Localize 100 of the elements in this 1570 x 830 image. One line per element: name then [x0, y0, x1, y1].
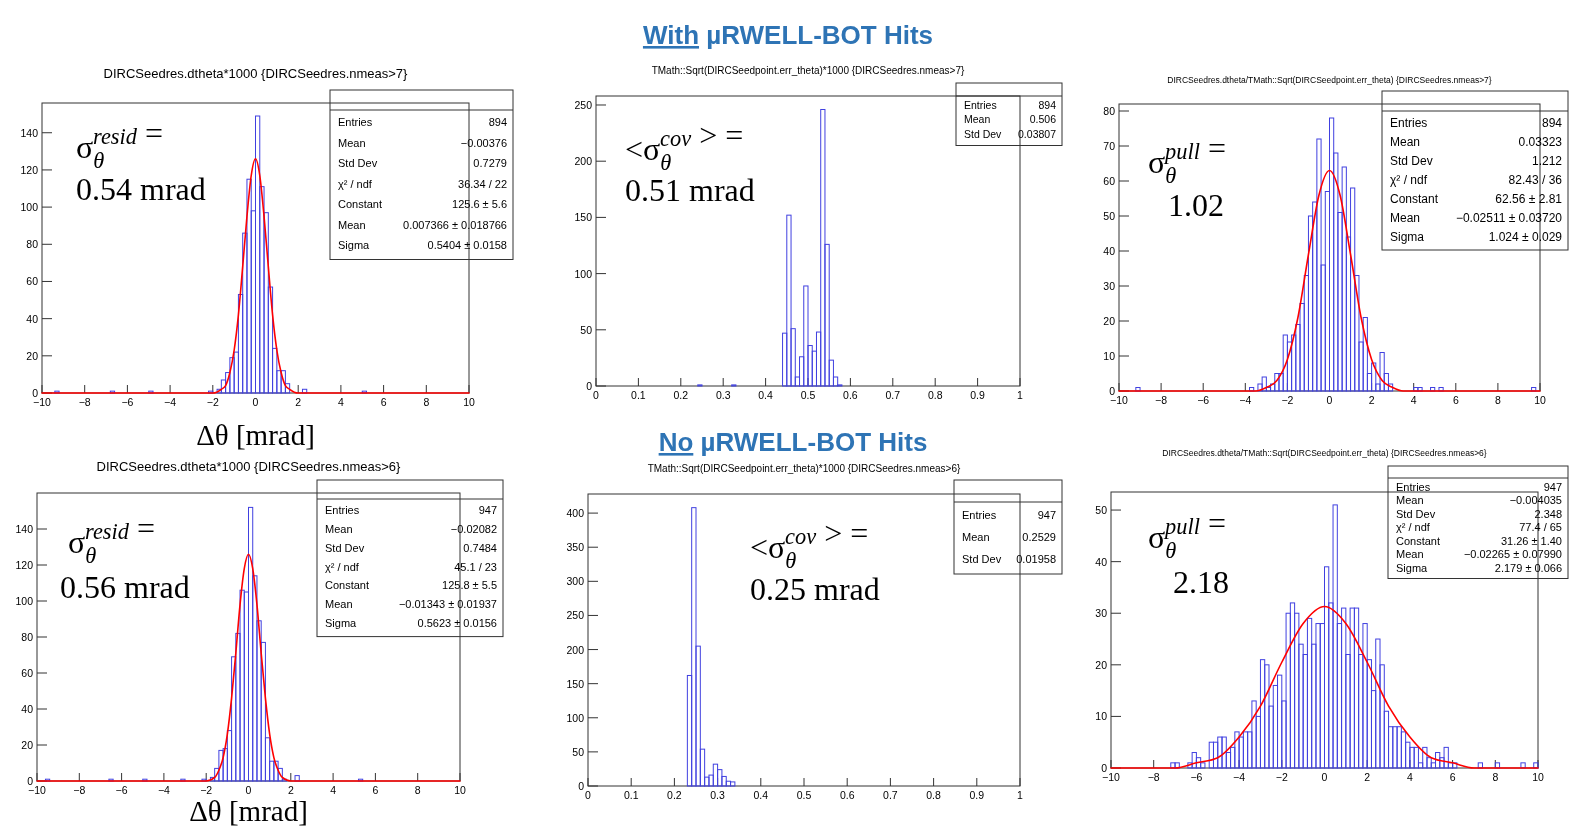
y-tick-label: 140 [20, 126, 39, 139]
x-tick-label: −8 [1147, 771, 1160, 783]
y-tick-label: 70 [1103, 140, 1116, 152]
x-tick-label: −6 [115, 784, 128, 796]
y-tick-label: 250 [566, 609, 585, 622]
x-tick-label: 0 [1321, 771, 1328, 783]
x-tick-label: −4 [157, 784, 171, 796]
text: Std Dev 0.01958 [962, 552, 1056, 565]
x-tick-label: 0.5 [796, 789, 812, 801]
chart-title: No µRWELL-BOT Hits [658, 427, 928, 457]
text: Entries 894 [964, 98, 1056, 111]
annotation: 0.51 mrad [625, 172, 755, 208]
text: Sigma 1.024 ± 0.029 [1390, 229, 1562, 244]
text: Mean −0.01343 ± 0.01937 [325, 598, 497, 611]
y-tick-label: 200 [574, 155, 593, 168]
y-tick-label: 0 [586, 380, 593, 392]
x-tick-label: −4 [1233, 771, 1246, 783]
chart-subtitle: TMath::Sqrt(DIRCSeedpoint.err_theta)*1000 {DIRCSeedres.nmeas>6} [647, 463, 961, 474]
annotation: 0.56 mrad [60, 569, 190, 605]
x-tick-label: −2 [206, 396, 219, 408]
annotation: 0.54 mrad [76, 171, 206, 207]
x-tick-label: 0.3 [715, 389, 731, 401]
x-axis-title: Δθ [mrad] [196, 419, 315, 451]
y-tick-label: 30 [1095, 607, 1108, 620]
x-tick-label: −10 [33, 396, 52, 408]
y-tick-label: 100 [574, 267, 593, 280]
chart-title: DIRCSeedres.dtheta*1000 {DIRCSeedres.nmeas>6} [96, 459, 402, 474]
x-tick-label: −4 [164, 396, 177, 408]
x-tick-label: 2 [287, 784, 294, 796]
x-tick-label: 6 [1452, 394, 1459, 406]
text: Sigma 0.5404 ± 0.0158 [338, 239, 507, 252]
text: Sigma 2.179 ± 0.066 [1396, 561, 1562, 574]
x-tick-label: −2 [1275, 771, 1288, 783]
y-tick-label: 150 [574, 211, 593, 224]
x-tick-label: 0.7 [885, 389, 901, 401]
text: Mean −0.02082 [325, 523, 497, 536]
x-tick-label: 10 [454, 784, 466, 796]
chart-subtitle: TMath::Sqrt(DIRCSeedpoint.err_theta)*1000 {DIRCSeedres.nmeas>7} [651, 65, 965, 76]
x-tick-label: 8 [414, 784, 421, 796]
text: Mean 0.506 [964, 113, 1056, 126]
x-tick-label: −6 [1197, 394, 1210, 406]
x-tick-label: 0 [252, 396, 259, 408]
x-tick-label: −10 [28, 784, 47, 796]
y-tick-label: 80 [26, 238, 39, 251]
text: χ² / ndf 45.1 / 23 [325, 560, 497, 573]
x-tick-label: −4 [1239, 394, 1252, 406]
x-tick-label: 0.6 [839, 789, 855, 801]
x-tick-label: 0.8 [927, 389, 943, 401]
x-tick-label: 2 [1368, 394, 1375, 406]
y-tick-label: 140 [15, 523, 34, 535]
text: χ² / ndf 82.43 / 36 [1390, 172, 1562, 187]
y-tick-label: 100 [566, 711, 585, 724]
x-tick-label: −10 [1110, 394, 1129, 406]
x-tick-label: 8 [423, 396, 430, 408]
y-tick-label: 100 [15, 595, 34, 607]
text: Constant 31.26 ± 1.40 [1396, 534, 1562, 547]
y-tick-label: 350 [566, 541, 585, 554]
text: Entries 947 [1396, 480, 1562, 493]
chart-title: DIRCSeedres.dtheta/TMath::Sqrt(DIRCSeedpoint.err_theta) {DIRCSeedres.nmeas>7} [1167, 75, 1492, 85]
x-tick-label: 8 [1492, 771, 1499, 783]
x-tick-label: 0.8 [926, 789, 942, 801]
x-tick-label: −8 [1155, 394, 1168, 406]
text: Constant 125.6 ± 5.6 [338, 198, 507, 211]
text: Mean 0.2529 [962, 530, 1056, 543]
x-tick-label: 4 [337, 396, 344, 408]
x-tick-label: 0.1 [623, 789, 639, 801]
x-tick-label: −2 [200, 784, 213, 796]
x-tick-label: −8 [73, 784, 86, 796]
x-tick-label: −6 [121, 396, 134, 408]
annotation: 2.18 [1173, 564, 1229, 600]
text: χ² / ndf 77.4 / 65 [1396, 521, 1562, 534]
x-axis-title: Δθ [mrad] [189, 795, 308, 827]
x-tick-label: −10 [1102, 771, 1121, 783]
text: Constant 62.56 ± 2.81 [1390, 191, 1562, 206]
y-tick-label: 10 [1103, 350, 1116, 362]
y-tick-label: 20 [26, 349, 39, 362]
x-tick-label: 6 [1449, 771, 1456, 783]
text: Entries 894 [338, 116, 507, 129]
y-tick-label: 40 [26, 312, 39, 325]
x-tick-label: 2 [1364, 771, 1371, 783]
y-tick-label: 50 [580, 323, 593, 336]
text: Mean 0.03323 [1390, 134, 1562, 149]
y-tick-label: 300 [566, 575, 585, 588]
y-tick-label: 50 [572, 745, 585, 758]
text: Entries 947 [325, 504, 497, 517]
y-tick-label: 20 [21, 739, 34, 751]
x-tick-label: −6 [1190, 771, 1203, 783]
text: χ² / ndf 36.34 / 22 [338, 177, 507, 190]
x-tick-label: 0.3 [710, 789, 726, 801]
y-tick-label: 250 [574, 98, 593, 111]
y-tick-label: 120 [15, 559, 34, 571]
text: Mean −0.00376 [338, 136, 507, 149]
x-tick-label: 0 [1326, 394, 1333, 406]
x-tick-label: 1 [1017, 789, 1024, 801]
y-tick-label: 150 [566, 677, 585, 690]
chart-title: With µRWELL-BOT Hits [642, 20, 934, 50]
y-tick-label: 20 [1103, 315, 1116, 327]
y-tick-label: 200 [566, 643, 585, 656]
x-tick-label: 1 [1017, 389, 1024, 401]
x-tick-label: 4 [1410, 394, 1417, 406]
